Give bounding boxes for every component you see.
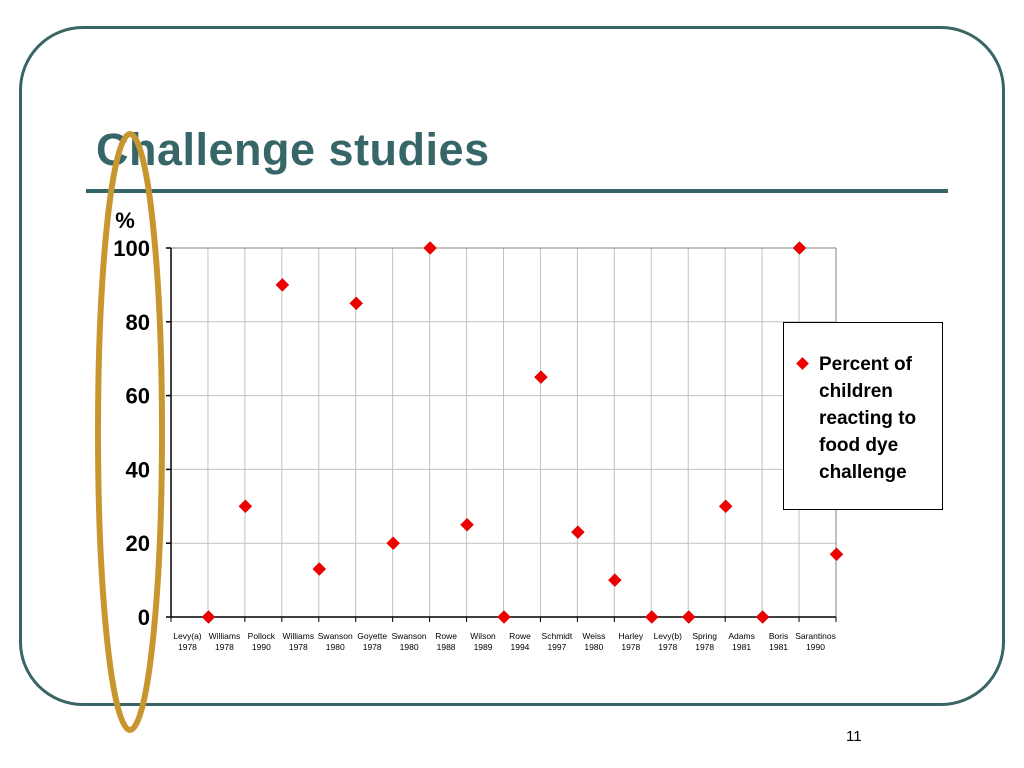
data-point-diamond <box>201 610 216 624</box>
x-tick-labels: Levy(a) 1978 Williams 1978 Pollock 1990 Willia… <box>173 631 836 652</box>
data-point-diamond <box>349 296 364 311</box>
x-tick-label: Swanson 1980 <box>318 631 353 652</box>
y-axis-label: % <box>115 208 135 233</box>
y-tick-label: 0 <box>138 605 150 630</box>
data-point-diamond <box>681 610 696 624</box>
data-points <box>201 241 844 624</box>
data-point-diamond <box>238 499 253 514</box>
y-tick-label: 60 <box>126 384 150 409</box>
data-point-diamond <box>423 241 437 255</box>
title-underline <box>86 189 948 193</box>
legend-label: Percent of children reacting to food dye… <box>819 354 917 483</box>
axes <box>166 247 837 622</box>
legend-marker-diamond-icon <box>796 357 809 370</box>
y-tick-label: 40 <box>126 457 150 482</box>
data-point-diamond <box>792 241 807 255</box>
x-tick-label: Sarantinos 1990 <box>795 631 836 652</box>
data-point-diamond <box>386 536 401 551</box>
x-tick-label: Goyette 1978 <box>357 631 387 652</box>
data-point-diamond <box>755 610 770 624</box>
data-point-diamond <box>275 278 290 292</box>
x-tick-label: Harley 1978 <box>619 631 644 652</box>
data-point-diamond <box>644 610 659 624</box>
x-tick-label: Swanson 1980 <box>392 631 427 652</box>
data-point-diamond <box>718 499 733 514</box>
x-tick-label: Williams 1978 <box>209 631 241 652</box>
x-tick-label: Spring 1978 <box>692 631 717 652</box>
x-tick-label: Williams 1978 <box>282 631 314 652</box>
y-tick-label: 80 <box>126 310 150 335</box>
x-tick-label: Levy(a) 1978 <box>173 631 202 652</box>
data-point-diamond <box>497 610 511 624</box>
y-tick-labels: 0 20 40 60 80 100 <box>113 236 150 630</box>
page-number: 11 <box>846 728 862 745</box>
data-point-diamond <box>607 573 622 587</box>
data-point-diamond <box>571 525 585 539</box>
x-tick-label: Levy(b) 1978 <box>654 631 683 652</box>
x-tick-label: Rowe 1994 <box>509 631 531 652</box>
x-tick-label: Boris 1981 <box>769 631 788 652</box>
x-tick-label: Wilson 1989 <box>470 631 496 652</box>
data-point-diamond <box>312 562 327 576</box>
data-point-diamond <box>534 370 548 385</box>
x-tick-label: Rowe 1988 <box>435 631 457 652</box>
y-tick-label: 100 <box>113 236 150 261</box>
y-tick-label: 20 <box>126 531 150 556</box>
x-tick-label: Adams 1981 <box>728 631 754 652</box>
data-point-diamond <box>829 547 844 562</box>
gridlines <box>171 247 837 618</box>
x-tick-label: Weiss 1980 <box>582 631 605 652</box>
legend: Percent of children reacting to food dye… <box>783 322 943 510</box>
x-tick-label: Pollock 1990 <box>248 631 276 652</box>
data-point-diamond <box>460 517 474 532</box>
x-tick-label: Schmidt 1997 <box>542 631 573 652</box>
